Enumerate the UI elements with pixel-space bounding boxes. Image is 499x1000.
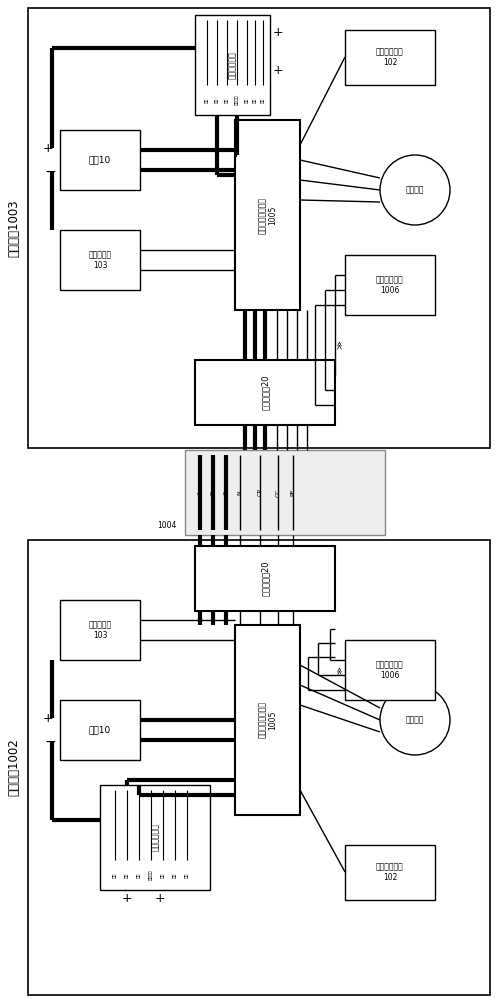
Text: 电氊10: 电氊10 (89, 726, 111, 734)
Text: 电机ＬＭ: 电机ＬＭ (406, 186, 424, 194)
Text: 车辆控制仪表
102: 车辆控制仪表 102 (376, 48, 404, 67)
Text: C: C (224, 490, 229, 495)
Text: 1004: 1004 (157, 520, 177, 530)
Circle shape (380, 685, 450, 755)
Text: 电机: 电机 (161, 872, 165, 878)
Text: 电氊管理器
103: 电氊管理器 103 (88, 250, 112, 270)
Bar (345, 255, 435, 315)
Text: 放电: 放电 (253, 97, 257, 103)
Text: ≫: ≫ (335, 341, 344, 349)
Text: +: + (272, 26, 283, 39)
Text: 能量转换控制装置
1005: 能量转换控制装置 1005 (258, 196, 277, 233)
Text: 车载: 车载 (113, 872, 117, 878)
Text: +: + (43, 141, 53, 154)
Bar (60, 600, 140, 660)
Bar (28, 540, 490, 995)
Text: B: B (211, 490, 216, 495)
Text: 充电检测装置
1006: 充电检测装置 1006 (376, 275, 404, 295)
Text: 回路: 回路 (261, 97, 265, 103)
Bar (195, 360, 335, 425)
Text: +: + (122, 892, 132, 904)
Text: 电机ＬＭ: 电机ＬＭ (406, 716, 424, 724)
Text: 充电: 充电 (125, 872, 129, 878)
Bar (185, 450, 385, 535)
Bar (28, 8, 490, 448)
Text: 充放电插座20: 充放电插座20 (260, 375, 269, 410)
Text: 直流切换装置: 直流切换装置 (228, 51, 237, 79)
Text: 车载: 车载 (205, 97, 209, 103)
Bar (345, 30, 435, 85)
Bar (60, 130, 140, 190)
Text: PE: PE (290, 489, 295, 496)
Bar (195, 15, 270, 115)
Text: ≫: ≫ (335, 667, 344, 675)
Bar (60, 700, 140, 760)
Text: 电氊10: 电氊10 (89, 155, 111, 164)
Text: CC: CC (275, 488, 280, 497)
Text: 充电: 充电 (215, 97, 219, 103)
Bar (235, 120, 300, 310)
Text: 电机: 电机 (245, 97, 249, 103)
Text: 充放电插座20: 充放电插座20 (260, 561, 269, 596)
Text: 电氊管理器
103: 电氊管理器 103 (88, 620, 112, 640)
Text: 回路: 回路 (185, 872, 189, 878)
Bar (60, 230, 140, 290)
Text: 直流切换装置: 直流切换装置 (151, 824, 160, 851)
Text: 车辆控制仪表
102: 车辆控制仪表 102 (376, 863, 404, 882)
Text: +: + (272, 64, 283, 77)
Text: 连接回路: 连接回路 (149, 870, 153, 880)
Text: 充电检测装置
1006: 充电检测装置 1006 (376, 660, 404, 680)
Text: −: − (44, 735, 56, 749)
Text: 电动汽车1002: 电动汽车1002 (7, 739, 20, 796)
Text: A: A (198, 490, 203, 495)
Bar (100, 785, 210, 890)
Text: +: + (155, 892, 165, 904)
Text: 电动汽车1003: 电动汽车1003 (7, 199, 20, 257)
Bar (345, 845, 435, 900)
Bar (195, 546, 335, 611)
Text: +: + (43, 712, 53, 724)
Text: 放电: 放电 (173, 872, 177, 878)
Text: −: − (44, 165, 56, 179)
Bar (235, 625, 300, 815)
Bar (345, 640, 435, 700)
Text: 放电: 放电 (137, 872, 141, 878)
Text: 放电: 放电 (225, 97, 229, 103)
Text: CP: CP (257, 488, 262, 496)
Circle shape (380, 155, 450, 225)
Text: 连接回路: 连接回路 (235, 95, 239, 105)
Text: 能量转换控制装置
1005: 能量转换控制装置 1005 (258, 702, 277, 738)
Text: N: N (238, 490, 243, 495)
